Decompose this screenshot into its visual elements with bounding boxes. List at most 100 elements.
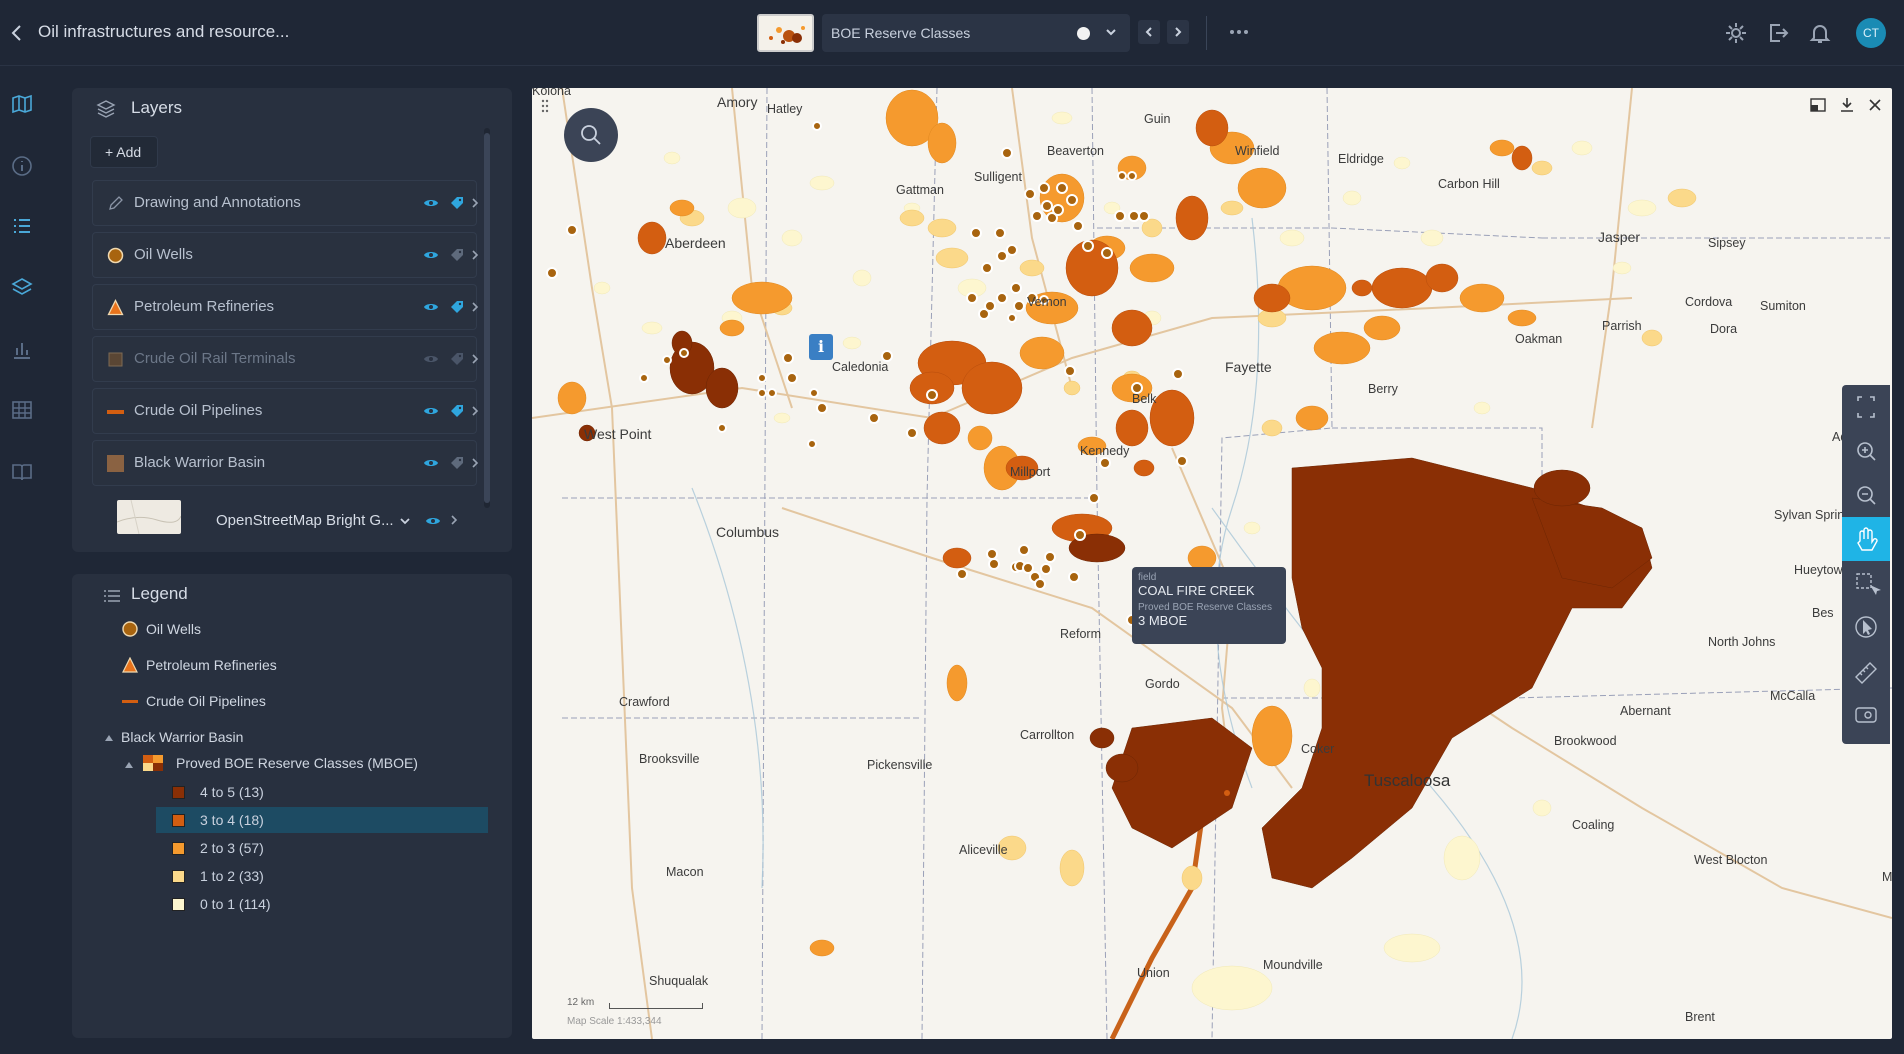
layer-row-drawing-annotations[interactable]: Drawing and Annotations xyxy=(92,180,479,226)
layer-selector[interactable]: BOE Reserve Classes xyxy=(822,14,1130,52)
chevron-down-icon[interactable] xyxy=(398,514,412,533)
layer-name: Crude Oil Rail Terminals xyxy=(134,350,296,367)
label-tag-icon[interactable] xyxy=(449,403,465,419)
legend-class-row[interactable]: 2 to 3 (57) xyxy=(156,835,488,861)
place-label: Carbon Hill xyxy=(1438,177,1500,191)
prev-layer-button[interactable] xyxy=(1138,20,1160,44)
layers-scrollbar-thumb[interactable] xyxy=(484,133,490,503)
layer-name: Drawing and Annotations xyxy=(134,194,301,211)
add-layer-button[interactable]: + Add xyxy=(90,136,158,168)
visibility-eye-icon[interactable] xyxy=(425,514,441,533)
info-icon[interactable] xyxy=(10,154,34,178)
identify-cursor-icon[interactable] xyxy=(1842,605,1890,649)
table-icon[interactable] xyxy=(10,398,34,422)
place-label: Union xyxy=(1137,966,1170,980)
legend-group-black-warrior-basin[interactable]: Black Warrior Basin xyxy=(121,729,244,745)
toolbar-divider xyxy=(1206,16,1207,50)
place-label: Crawford xyxy=(619,695,670,709)
pan-hand-icon[interactable] xyxy=(1842,517,1890,561)
notifications-bell-icon[interactable] xyxy=(1808,21,1832,45)
chevron-right-icon[interactable] xyxy=(471,245,479,268)
back-arrow-icon[interactable] xyxy=(10,22,26,44)
basemap-row[interactable]: OpenStreetMap Bright G... xyxy=(92,499,477,540)
legend-panel: Legend Oil Wells Petroleum Refineries Cr… xyxy=(72,574,512,1038)
legend-class-row[interactable]: 0 to 1 (114) xyxy=(156,891,488,917)
map-search-button[interactable] xyxy=(564,108,618,162)
zoom-out-icon[interactable] xyxy=(1842,473,1890,517)
label-tag-icon[interactable] xyxy=(449,247,465,263)
legend-class-row[interactable]: 1 to 2 (33) xyxy=(156,863,488,889)
visibility-eye-icon[interactable] xyxy=(423,300,439,314)
chevron-right-icon[interactable] xyxy=(471,297,479,320)
map-thumbnail[interactable] xyxy=(757,14,814,52)
visibility-eye-icon[interactable] xyxy=(423,404,439,418)
legend-class-row[interactable]: 4 to 5 (13) xyxy=(156,779,488,805)
chevron-right-icon[interactable] xyxy=(471,401,479,424)
box-select-icon[interactable] xyxy=(1842,561,1890,605)
place-label: Hueytown xyxy=(1794,563,1850,577)
layers-scrollbar[interactable] xyxy=(484,128,490,508)
map-canvas[interactable]: Kolona Amory Hatley Guin Winfield Eldrid… xyxy=(532,88,1892,1039)
next-layer-button[interactable] xyxy=(1167,20,1189,44)
chevron-right-icon[interactable] xyxy=(471,193,479,216)
layers-icon[interactable] xyxy=(10,276,34,300)
visibility-eye-icon[interactable] xyxy=(423,248,439,262)
chart-icon[interactable] xyxy=(10,338,34,362)
legend-class-row-selected[interactable]: 3 to 4 (18) xyxy=(156,807,488,833)
chevron-right-icon[interactable] xyxy=(450,510,458,535)
logout-icon[interactable] xyxy=(1766,21,1790,45)
collapse-triangle-icon[interactable] xyxy=(104,730,114,748)
place-label: Guin xyxy=(1144,112,1171,126)
download-icon[interactable] xyxy=(1838,96,1856,114)
map-icon[interactable] xyxy=(10,92,34,116)
visibility-eye-off-icon[interactable] xyxy=(423,352,439,366)
layer-row-petroleum-refineries[interactable]: Petroleum Refineries xyxy=(92,284,479,330)
map-drag-grip-icon[interactable] xyxy=(540,98,550,117)
book-icon[interactable] xyxy=(10,460,34,484)
place-label: Shuqualak xyxy=(649,974,709,988)
place-label: Winfield xyxy=(1235,144,1280,158)
layers-stack-icon xyxy=(96,99,116,119)
chevron-right-icon[interactable] xyxy=(471,453,479,476)
collapse-triangle-icon[interactable] xyxy=(124,757,134,775)
place-label: Gattman xyxy=(896,183,944,197)
user-avatar[interactable]: CT xyxy=(1856,18,1886,48)
label-tag-icon[interactable] xyxy=(449,455,465,471)
screenshot-camera-icon[interactable] xyxy=(1842,693,1890,737)
measure-ruler-icon[interactable] xyxy=(1842,649,1890,693)
layer-row-crude-oil-pipelines[interactable]: Crude Oil Pipelines xyxy=(92,388,479,434)
label-tag-icon[interactable] xyxy=(449,195,465,211)
layer-row-oil-wells[interactable]: Oil Wells xyxy=(92,232,479,278)
tooltip-class-value: 3 MBOE xyxy=(1138,613,1188,628)
place-label: West Blocton xyxy=(1694,853,1768,867)
place-label: Vernon xyxy=(1027,295,1067,309)
rail-terminal-square-icon xyxy=(107,351,124,368)
place-label: Oakman xyxy=(1515,332,1563,346)
close-icon[interactable] xyxy=(1866,96,1884,114)
layer-status-dot[interactable] xyxy=(1077,27,1090,40)
place-label: Sulligent xyxy=(974,170,1022,184)
place-label: Kennedy xyxy=(1080,444,1130,458)
place-label: Brent xyxy=(1685,1010,1715,1024)
visibility-eye-icon[interactable] xyxy=(423,196,439,210)
place-label: Brookwood xyxy=(1554,734,1617,748)
layer-row-black-warrior-basin[interactable]: Black Warrior Basin xyxy=(92,440,479,486)
chevron-right-icon[interactable] xyxy=(471,349,479,372)
fullscreen-icon[interactable] xyxy=(1842,385,1890,429)
settings-gear-icon[interactable] xyxy=(1724,21,1748,45)
label-tag-icon[interactable] xyxy=(449,299,465,315)
place-label: Dora xyxy=(1710,322,1738,336)
info-marker-icon[interactable]: i xyxy=(809,334,833,360)
layer-row-crude-oil-rail-terminals[interactable]: Crude Oil Rail Terminals xyxy=(92,336,479,382)
list-icon[interactable] xyxy=(10,214,34,238)
chevron-down-icon[interactable] xyxy=(1104,22,1118,45)
zoom-in-icon[interactable] xyxy=(1842,429,1890,473)
class-label: 1 to 2 (33) xyxy=(200,868,264,884)
label-tag-icon[interactable] xyxy=(449,351,465,367)
basemap-thumbnail xyxy=(116,499,182,535)
visibility-eye-icon[interactable] xyxy=(423,456,439,470)
more-options-icon[interactable] xyxy=(1228,18,1250,44)
scale-label: 12 km xyxy=(567,997,595,1008)
overview-map-icon[interactable] xyxy=(1809,96,1827,114)
place-label: Jasper xyxy=(1598,229,1641,245)
